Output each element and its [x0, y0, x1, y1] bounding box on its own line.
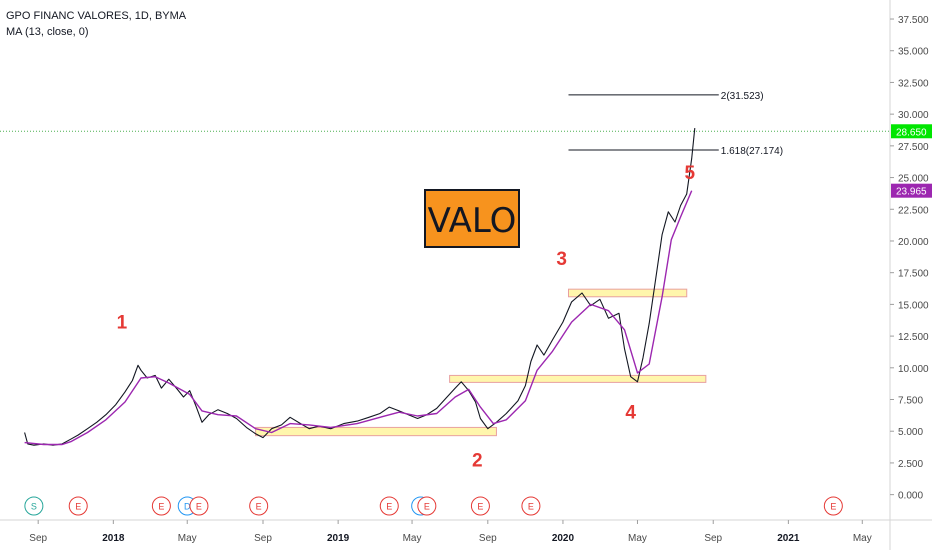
- ma-value-badge-text: 23.965: [896, 187, 927, 198]
- y-tick-label: 37.500: [898, 15, 929, 26]
- y-tick-label: 22.500: [898, 205, 929, 216]
- x-tick-label: May: [178, 533, 197, 544]
- symbol-title[interactable]: GPO FINANC VALORES, 1D, BYMA: [6, 10, 187, 22]
- event-marker-7[interactable]: E: [379, 496, 399, 516]
- event-marker-label: E: [196, 502, 202, 512]
- current-price-badge: 28.650: [891, 124, 932, 139]
- y-tick-label: 25.000: [898, 174, 929, 185]
- wave-label-1: 1: [117, 312, 128, 333]
- x-tick-label: Sep: [704, 533, 722, 544]
- wave-label-5: 5: [685, 163, 696, 184]
- event-marker-circle[interactable]: [68, 496, 88, 516]
- event-marker-12[interactable]: E: [823, 496, 843, 516]
- indicator-label[interactable]: MA (13, close, 0): [6, 26, 89, 38]
- wave-label-2: 2: [472, 451, 483, 472]
- wave-label-4: 4: [625, 403, 636, 424]
- chart-legend: GPO FINANC VALORES, 1D, BYMA MA (13, clo…: [6, 8, 186, 40]
- event-marker-label: E: [158, 502, 164, 512]
- ma-value-badge-bg: [891, 183, 932, 198]
- event-marker-label: S: [31, 502, 37, 512]
- y-tick-label: 20.000: [898, 237, 929, 248]
- y-tick-label: 17.500: [898, 269, 929, 280]
- x-tick-label: Sep: [29, 533, 47, 544]
- y-tick-label: 15.000: [898, 300, 929, 311]
- x-tick-label: 2019: [327, 533, 350, 544]
- x-tick-label: Sep: [254, 533, 272, 544]
- ma-value-badge: 23.965: [891, 183, 932, 198]
- event-marker-circle[interactable]: [24, 496, 44, 516]
- event-marker-label: E: [75, 502, 81, 512]
- x-tick-label: 2021: [777, 533, 800, 544]
- y-tick-label: 32.500: [898, 78, 929, 89]
- support-zone-2[interactable]: [449, 374, 707, 383]
- y-tick-label: 12.500: [898, 332, 929, 343]
- fib-label-2: 1.618(27.174): [721, 146, 783, 157]
- event-marker-circle[interactable]: [249, 496, 269, 516]
- event-marker-circle[interactable]: [151, 496, 171, 516]
- event-marker-6[interactable]: E: [249, 496, 269, 516]
- x-tick-label: May: [628, 533, 647, 544]
- event-marker-label: E: [477, 502, 483, 512]
- event-marker-2[interactable]: E: [68, 496, 88, 516]
- event-marker-label: E: [386, 502, 392, 512]
- x-tick-label: 2018: [102, 533, 125, 544]
- event-marker-label: D: [184, 502, 191, 512]
- symbol-watermark: VALO: [424, 189, 520, 248]
- support-zone-3[interactable]: [567, 288, 688, 298]
- current-price-badge-text: 28.650: [896, 127, 927, 138]
- event-marker-circle[interactable]: [417, 496, 437, 516]
- event-marker-1[interactable]: S: [24, 496, 44, 516]
- y-tick-label: 7.500: [898, 396, 923, 407]
- y-tick-label: 35.000: [898, 47, 929, 58]
- event-marker-circle[interactable]: [379, 496, 399, 516]
- watermark-box: [424, 189, 520, 248]
- fib-label-1: 2(31.523): [721, 91, 764, 102]
- current-price-badge-bg: [891, 124, 932, 139]
- support-zone-1[interactable]: [255, 426, 497, 437]
- y-tick-label: 0.000: [898, 491, 923, 502]
- event-marker-circle[interactable]: [189, 496, 209, 516]
- price-series-line[interactable]: [24, 128, 696, 446]
- event-marker-label: E: [830, 502, 836, 512]
- event-marker-circle[interactable]: [823, 496, 843, 516]
- event-marker-11[interactable]: E: [521, 496, 541, 516]
- event-marker-9[interactable]: E: [417, 496, 437, 516]
- event-marker-3[interactable]: E: [151, 496, 171, 516]
- x-tick-label: 2020: [552, 533, 575, 544]
- wave-label-3: 3: [556, 249, 567, 270]
- x-tick-label: May: [403, 533, 422, 544]
- event-marker-circle[interactable]: [470, 496, 490, 516]
- event-marker-5[interactable]: E: [189, 496, 209, 516]
- x-tick-label: Sep: [479, 533, 497, 544]
- y-tick-label: 5.000: [898, 427, 923, 438]
- ma-series-line[interactable]: [24, 190, 693, 446]
- y-tick-label: 10.000: [898, 364, 929, 375]
- y-tick-label: 2.500: [898, 459, 923, 470]
- event-marker-10[interactable]: E: [470, 496, 490, 516]
- event-marker-label: E: [528, 502, 534, 512]
- event-marker-label: E: [256, 502, 262, 512]
- event-marker-circle[interactable]: [521, 496, 541, 516]
- event-marker-label: E: [424, 502, 430, 512]
- y-tick-label: 30.000: [898, 110, 929, 121]
- x-tick-label: May: [853, 533, 872, 544]
- watermark-text: VALO: [428, 201, 517, 241]
- y-tick-label: 27.500: [898, 142, 929, 153]
